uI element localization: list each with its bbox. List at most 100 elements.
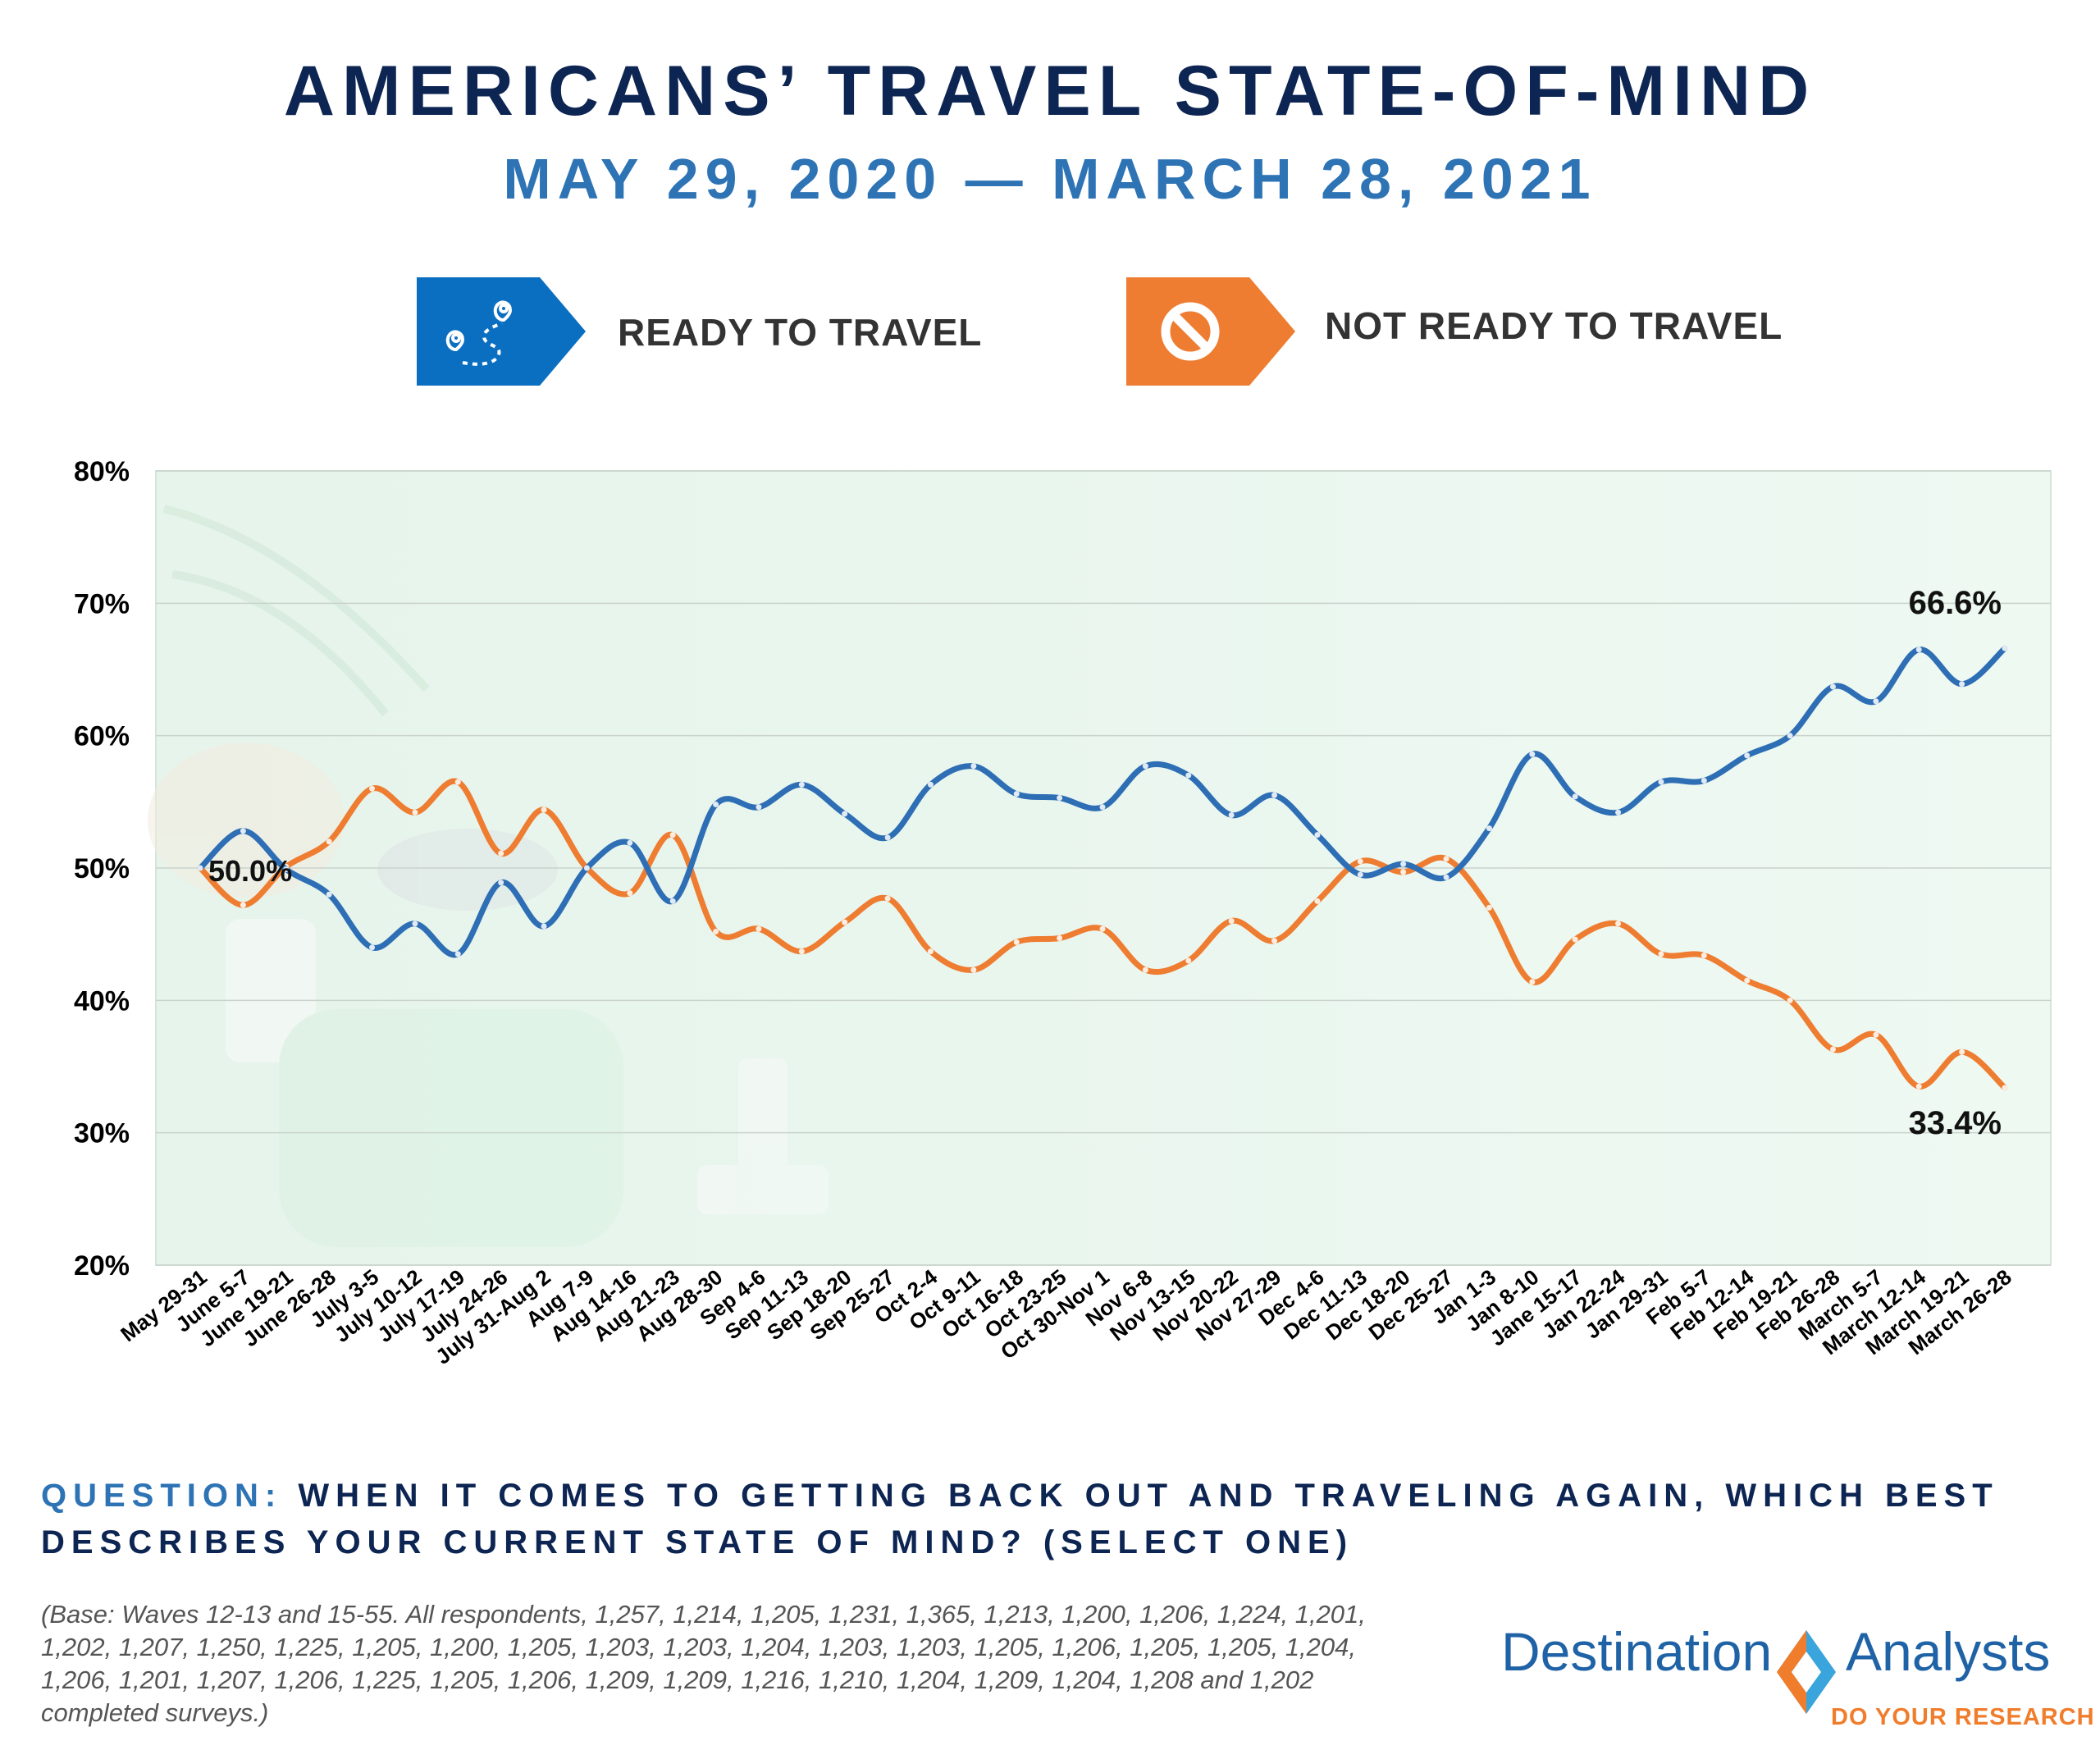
data-point bbox=[1228, 918, 1235, 925]
data-point bbox=[1572, 793, 1578, 800]
data-point bbox=[1057, 794, 1063, 801]
data-point bbox=[1959, 681, 1965, 688]
data-point bbox=[798, 948, 805, 955]
data-point bbox=[1915, 647, 1922, 653]
y-tick-label: 80% bbox=[74, 456, 130, 487]
data-point bbox=[1572, 936, 1578, 943]
data-point bbox=[842, 811, 848, 817]
data-point bbox=[669, 832, 676, 838]
data-point bbox=[498, 880, 504, 886]
data-point bbox=[1959, 1049, 1965, 1055]
diamond-logo-icon bbox=[1777, 1630, 1836, 1714]
data-point bbox=[1185, 957, 1192, 964]
data-point bbox=[1486, 825, 1492, 832]
data-point bbox=[1142, 763, 1148, 770]
data-annotations: 50.0% 66.6% 33.4% bbox=[208, 585, 2002, 1141]
destination-analysts-logo: Destination Analysts DO YOUR RESEARCH bbox=[1501, 1620, 2094, 1743]
data-label: 33.4% bbox=[1909, 1105, 2002, 1141]
data-point bbox=[412, 809, 418, 816]
data-point bbox=[1486, 904, 1492, 911]
data-point bbox=[1744, 977, 1751, 984]
data-point bbox=[713, 802, 719, 808]
data-point bbox=[1357, 858, 1363, 865]
data-point bbox=[498, 850, 504, 857]
logo-tagline: DO YOUR RESEARCH bbox=[1831, 1704, 2095, 1730]
data-point bbox=[884, 834, 891, 841]
data-point bbox=[713, 928, 719, 934]
data-label: 66.6% bbox=[1909, 585, 2002, 621]
data-point bbox=[240, 828, 246, 834]
data-point bbox=[1615, 921, 1622, 927]
legend-not-ready-label: NOT READY TO TRAVEL bbox=[1325, 304, 1783, 347]
data-point bbox=[1099, 804, 1106, 811]
legend-ready-label: READY TO TRAVEL bbox=[618, 311, 983, 354]
data-point bbox=[1357, 871, 1363, 878]
data-point bbox=[541, 806, 547, 813]
data-point bbox=[412, 921, 418, 927]
data-point bbox=[1057, 935, 1063, 942]
chart-title: AMERICANS’ TRAVEL STATE-OF-MIND bbox=[283, 52, 1817, 130]
data-point bbox=[326, 838, 332, 845]
data-point bbox=[1829, 683, 1836, 690]
data-point bbox=[541, 923, 547, 930]
data-point bbox=[1744, 752, 1751, 759]
y-tick-label: 20% bbox=[74, 1250, 130, 1282]
data-point bbox=[583, 865, 590, 871]
y-tick-label: 60% bbox=[74, 721, 130, 752]
data-point bbox=[1400, 869, 1407, 875]
data-point bbox=[1400, 861, 1407, 867]
data-point bbox=[240, 902, 246, 908]
prohibited-icon bbox=[1126, 277, 1295, 386]
data-label: 50.0% bbox=[208, 854, 292, 888]
data-point bbox=[326, 891, 332, 898]
data-point bbox=[669, 898, 676, 904]
data-point bbox=[884, 895, 891, 902]
map-route-pin-icon bbox=[417, 277, 586, 386]
base-note: (Base: Waves 12-13 and 15-55. All respon… bbox=[41, 1600, 1366, 1727]
data-point bbox=[927, 781, 934, 788]
logo-word-right: Analysts bbox=[1846, 1621, 2051, 1682]
y-tick-label: 30% bbox=[74, 1118, 130, 1149]
y-axis-ticks: 20% 30% 40% 50% 60% 70% 80% bbox=[74, 456, 130, 1282]
data-point bbox=[1658, 779, 1664, 785]
data-point bbox=[1873, 698, 1879, 705]
data-point bbox=[756, 804, 762, 811]
data-point bbox=[627, 839, 633, 846]
chart-subtitle: MAY 29, 2020 — MARCH 28, 2021 bbox=[503, 147, 1597, 211]
data-point bbox=[1529, 979, 1536, 985]
data-point bbox=[1829, 1046, 1836, 1053]
data-point bbox=[1099, 925, 1106, 932]
y-tick-label: 50% bbox=[74, 853, 130, 884]
data-point bbox=[1701, 778, 1707, 784]
data-point bbox=[1013, 791, 1020, 797]
logo-word-left: Destination bbox=[1501, 1621, 1773, 1682]
data-point bbox=[454, 779, 461, 785]
data-point bbox=[1701, 952, 1707, 958]
question-label: QUESTION: bbox=[41, 1478, 283, 1514]
data-point bbox=[1915, 1083, 1922, 1090]
data-point bbox=[1314, 832, 1321, 838]
data-point bbox=[1787, 997, 1793, 1003]
data-point bbox=[970, 966, 977, 973]
data-point bbox=[1271, 938, 1278, 944]
grid-lines bbox=[156, 470, 2051, 1266]
y-tick-label: 40% bbox=[74, 985, 130, 1017]
data-point bbox=[1185, 772, 1192, 779]
data-point bbox=[1271, 792, 1278, 798]
data-point bbox=[927, 948, 934, 955]
data-point bbox=[1013, 939, 1020, 945]
data-point bbox=[842, 919, 848, 925]
data-point bbox=[970, 763, 977, 770]
data-point bbox=[454, 951, 461, 957]
y-tick-label: 70% bbox=[74, 588, 130, 619]
data-point bbox=[283, 866, 290, 873]
data-point bbox=[369, 785, 376, 792]
data-point bbox=[1529, 751, 1536, 757]
data-point bbox=[627, 890, 633, 897]
data-point bbox=[1314, 898, 1321, 904]
data-point bbox=[369, 944, 376, 951]
data-point bbox=[1787, 733, 1793, 739]
data-point bbox=[1615, 809, 1622, 816]
data-point bbox=[2002, 1085, 2008, 1091]
